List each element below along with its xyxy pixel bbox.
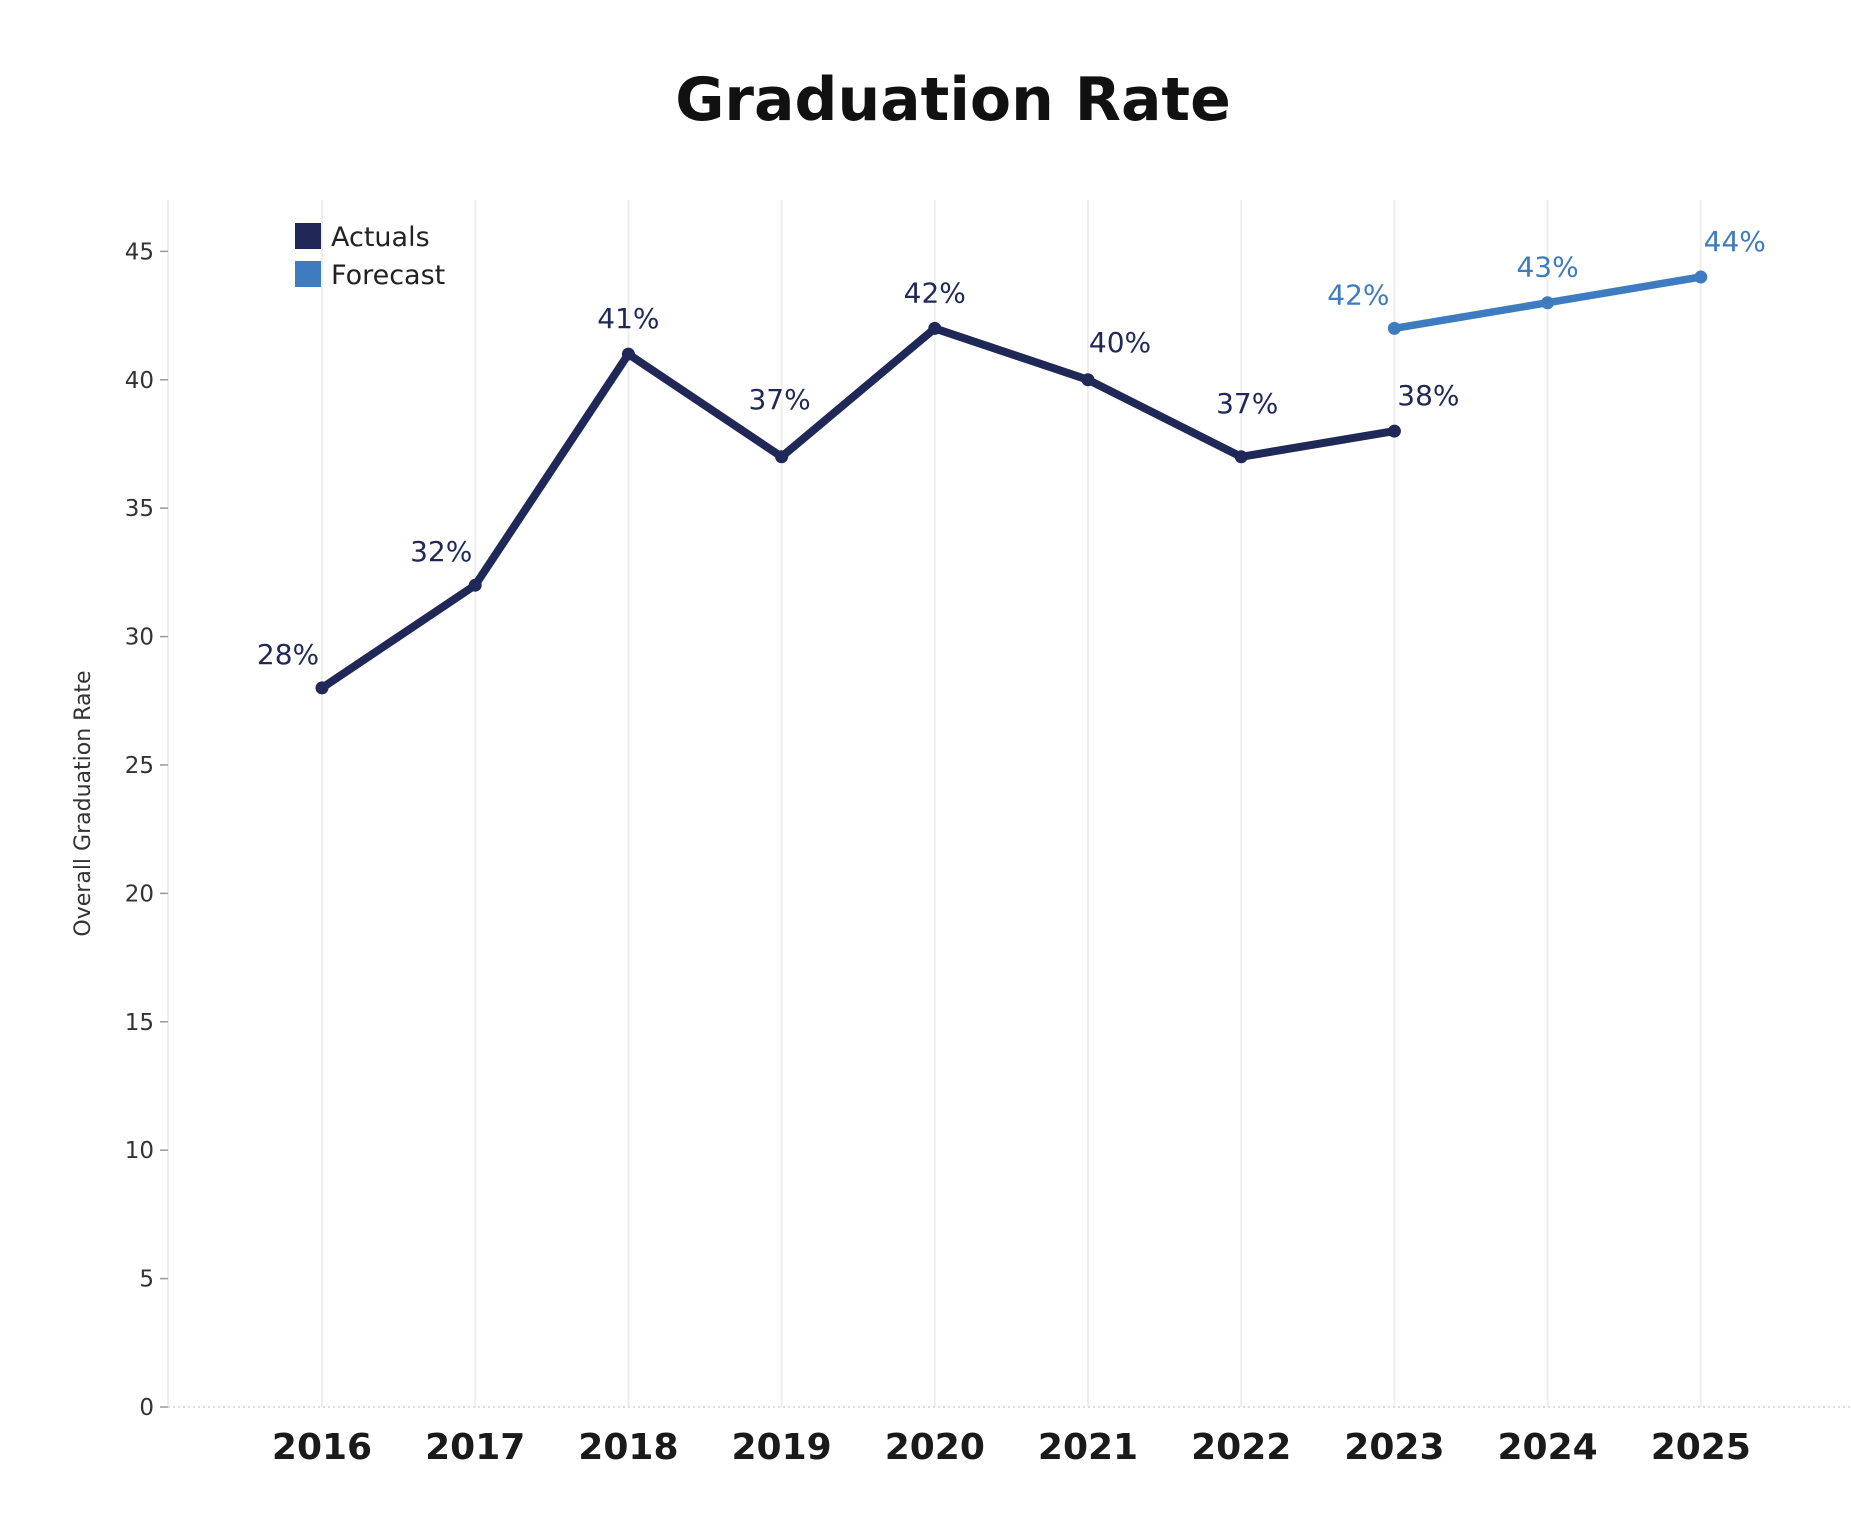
- y-tick-label: 40: [125, 368, 154, 394]
- x-tick-label: 2024: [1497, 1427, 1597, 1468]
- y-tick-label: 35: [125, 496, 154, 522]
- x-tick-label: 2021: [1038, 1427, 1138, 1468]
- legend-swatch-actuals: [295, 223, 321, 249]
- data-label: 40%: [1089, 326, 1151, 359]
- y-tick-label: 5: [139, 1267, 154, 1293]
- x-tick-label: 2017: [425, 1427, 525, 1468]
- data-point-actuals: [621, 347, 635, 361]
- y-axis-label: Overall Graduation Rate: [71, 670, 96, 936]
- data-point-actuals: [315, 681, 329, 695]
- series-line-actuals: [318, 324, 1399, 692]
- data-point-actuals: [1081, 373, 1095, 387]
- x-tick-label: 2022: [1191, 1427, 1291, 1468]
- data-label: 42%: [904, 276, 966, 309]
- legend-label-forecast: Forecast: [331, 260, 445, 291]
- data-point-actuals: [928, 321, 942, 335]
- legend-swatch-forecast: [295, 261, 321, 287]
- data-label: 43%: [1516, 251, 1578, 284]
- data-label: 28%: [257, 638, 319, 671]
- data-label: 44%: [1704, 225, 1766, 258]
- series: [315, 270, 1708, 695]
- x-tick-label: 2023: [1344, 1427, 1444, 1468]
- data-point-forecast: [1694, 270, 1708, 284]
- legend-label-actuals: Actuals: [331, 222, 430, 253]
- y-tick-label: 45: [125, 239, 154, 265]
- data-label: 42%: [1327, 278, 1389, 311]
- data-labels: 28% 32% 41% 37% 42% 40% 37% 38% 42% 43% 44%: [257, 225, 1766, 671]
- data-label: 41%: [597, 302, 659, 335]
- x-tick-label: 2025: [1651, 1427, 1751, 1468]
- data-point-actuals: [775, 450, 789, 464]
- data-point-actuals: [1387, 424, 1401, 438]
- data-label: 37%: [1216, 387, 1278, 420]
- x-tick-label: 2019: [731, 1427, 831, 1468]
- y-tick-label: 30: [125, 625, 154, 651]
- data-point-forecast: [1541, 296, 1555, 310]
- y-tick-label: 15: [125, 1010, 154, 1036]
- y-tick-label: 10: [125, 1138, 154, 1164]
- data-point-forecast: [1387, 321, 1401, 335]
- data-label: 32%: [410, 535, 472, 568]
- data-point-actuals: [468, 578, 482, 592]
- x-tick-label: 2018: [578, 1427, 678, 1468]
- x-tick-label: 2016: [272, 1427, 372, 1468]
- y-tick-label: 25: [125, 753, 154, 779]
- chart-title: Graduation Rate: [675, 65, 1231, 135]
- x-tick-label: 2020: [885, 1427, 985, 1468]
- data-point-actuals: [1234, 450, 1248, 464]
- y-tick-label: 0: [139, 1395, 154, 1421]
- gridlines: [167, 200, 1702, 1407]
- data-label: 38%: [1397, 379, 1459, 412]
- data-label: 37%: [748, 383, 810, 416]
- y-tick-label: 20: [125, 881, 154, 907]
- legend: Actuals Forecast: [295, 222, 445, 291]
